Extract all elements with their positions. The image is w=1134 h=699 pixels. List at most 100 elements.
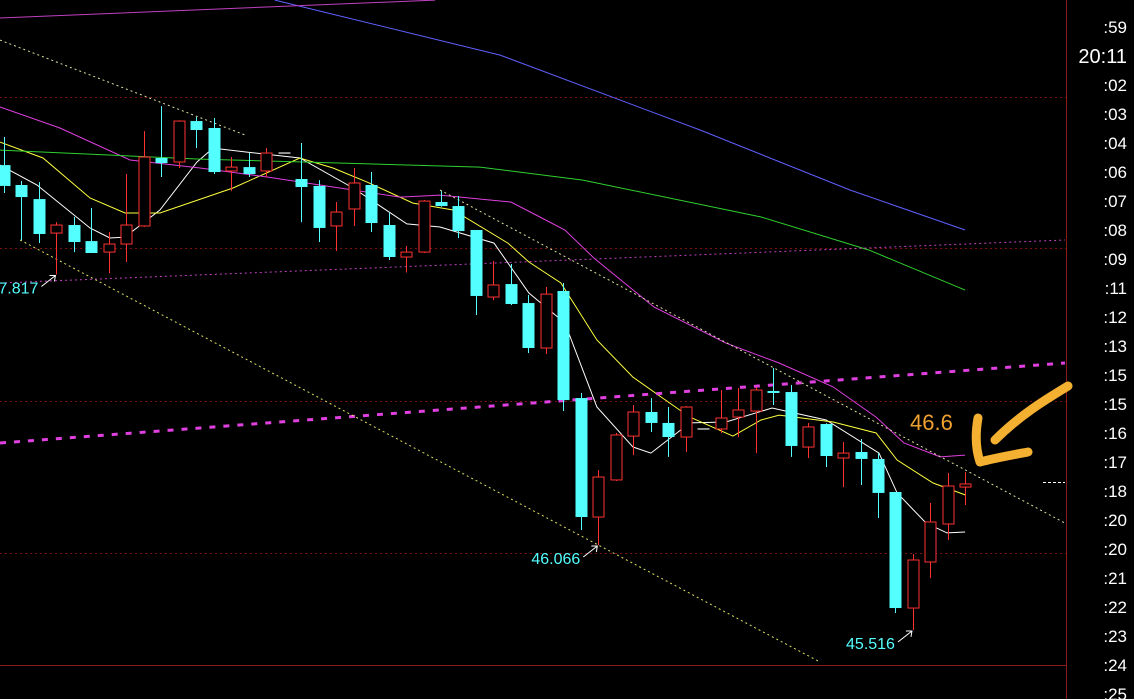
candle [680,406,693,452]
candle [575,392,588,531]
candle-body [750,389,763,412]
candle [435,191,448,207]
candle-body [767,390,780,393]
candle-body [592,476,605,518]
candle [715,390,728,433]
candle-body [120,224,133,245]
axis-tick-label: :02 [1103,76,1127,95]
pointer-arrow-icon [41,274,57,287]
candle [348,168,361,226]
indicator-line [0,141,966,496]
axis-tick-label: :15 [1103,395,1127,414]
axis-tick-label: :18 [1103,482,1127,501]
candle-body [68,225,81,243]
candle-body [50,224,63,234]
candle [330,202,343,251]
candle-body [15,185,28,198]
right-axis: :59 20:11:02:03:04:06:07:08:09:11:12:13:1… [1078,18,1127,699]
candle [540,286,553,355]
candle-body [313,185,326,228]
candle-body [418,200,431,253]
candle-body [85,241,98,253]
candle-body [295,178,308,188]
candle-body [155,157,168,164]
indicator-line [274,0,966,231]
axis-tick-label: :25 [1103,685,1127,699]
candle-body [610,434,623,481]
indicator-line [0,361,1066,445]
candle [15,180,28,241]
axis-tick-label: :59 [1103,18,1127,37]
indicator-line [0,0,436,19]
extreme-price-label: 45.516 [846,636,895,653]
candle [85,208,98,253]
indicator-line [19,239,821,663]
candle [243,153,256,177]
candle [400,246,413,273]
axis-tick-label: 20:11 [1078,46,1127,68]
candle [610,432,623,482]
candle [138,131,151,227]
candle-body [0,165,11,186]
candle [767,367,780,406]
candle [225,157,238,192]
candle [522,295,535,353]
candle [732,388,745,438]
candle [889,492,902,613]
candle-body [680,406,693,438]
candle-body [260,152,273,172]
candle-body [557,291,570,401]
candle [557,282,570,412]
axis-tick-label: :20 [1103,540,1127,559]
pointer-arrow-icon [583,545,598,558]
axis-tick-label: :22 [1103,598,1127,617]
candle [0,136,11,194]
candle-body [889,492,902,609]
candle [645,398,658,433]
candles [0,106,972,630]
candle-body [924,521,937,563]
candle [907,553,920,630]
annotation-text: 46.6 [910,410,953,435]
candle-body [33,199,46,234]
candle-body [365,185,378,224]
candle-body [715,417,728,430]
axis-tick-label: :11 [1105,279,1127,298]
extreme-price-label: 7.817 [0,280,39,297]
candle [662,407,675,457]
axis-tick-label: :04 [1103,134,1127,153]
axis-tick-label: :17 [1103,453,1127,472]
candle [313,180,326,243]
candle [103,231,116,274]
candle [68,216,81,253]
axis-tick-label: :09 [1103,250,1127,269]
axis-tick-label: :15 [1103,366,1127,385]
axis-tick-label: :23 [1103,627,1127,646]
candle-body [540,293,553,349]
candle-body [173,120,186,163]
candle [785,384,798,457]
candle-body [855,451,868,459]
axis-tick-label: :21 [1103,569,1127,588]
candle [802,422,815,459]
extreme-price-label: 46.066 [531,551,580,568]
candle-body [942,485,955,525]
candle-body [190,121,203,131]
candle-body [243,167,256,175]
candle [173,120,186,169]
candle-body [487,284,500,298]
candle-body [348,182,361,210]
candle [872,453,885,518]
candle-body [435,202,448,207]
indicator-line [439,189,1066,524]
candle-body [330,211,343,227]
candle [452,195,465,239]
candle-body [575,398,588,518]
candle-body [802,426,815,448]
candle-body [820,424,833,457]
candle-body [522,303,535,349]
candle-body [837,452,850,459]
candle [50,222,63,275]
candle [750,386,763,454]
